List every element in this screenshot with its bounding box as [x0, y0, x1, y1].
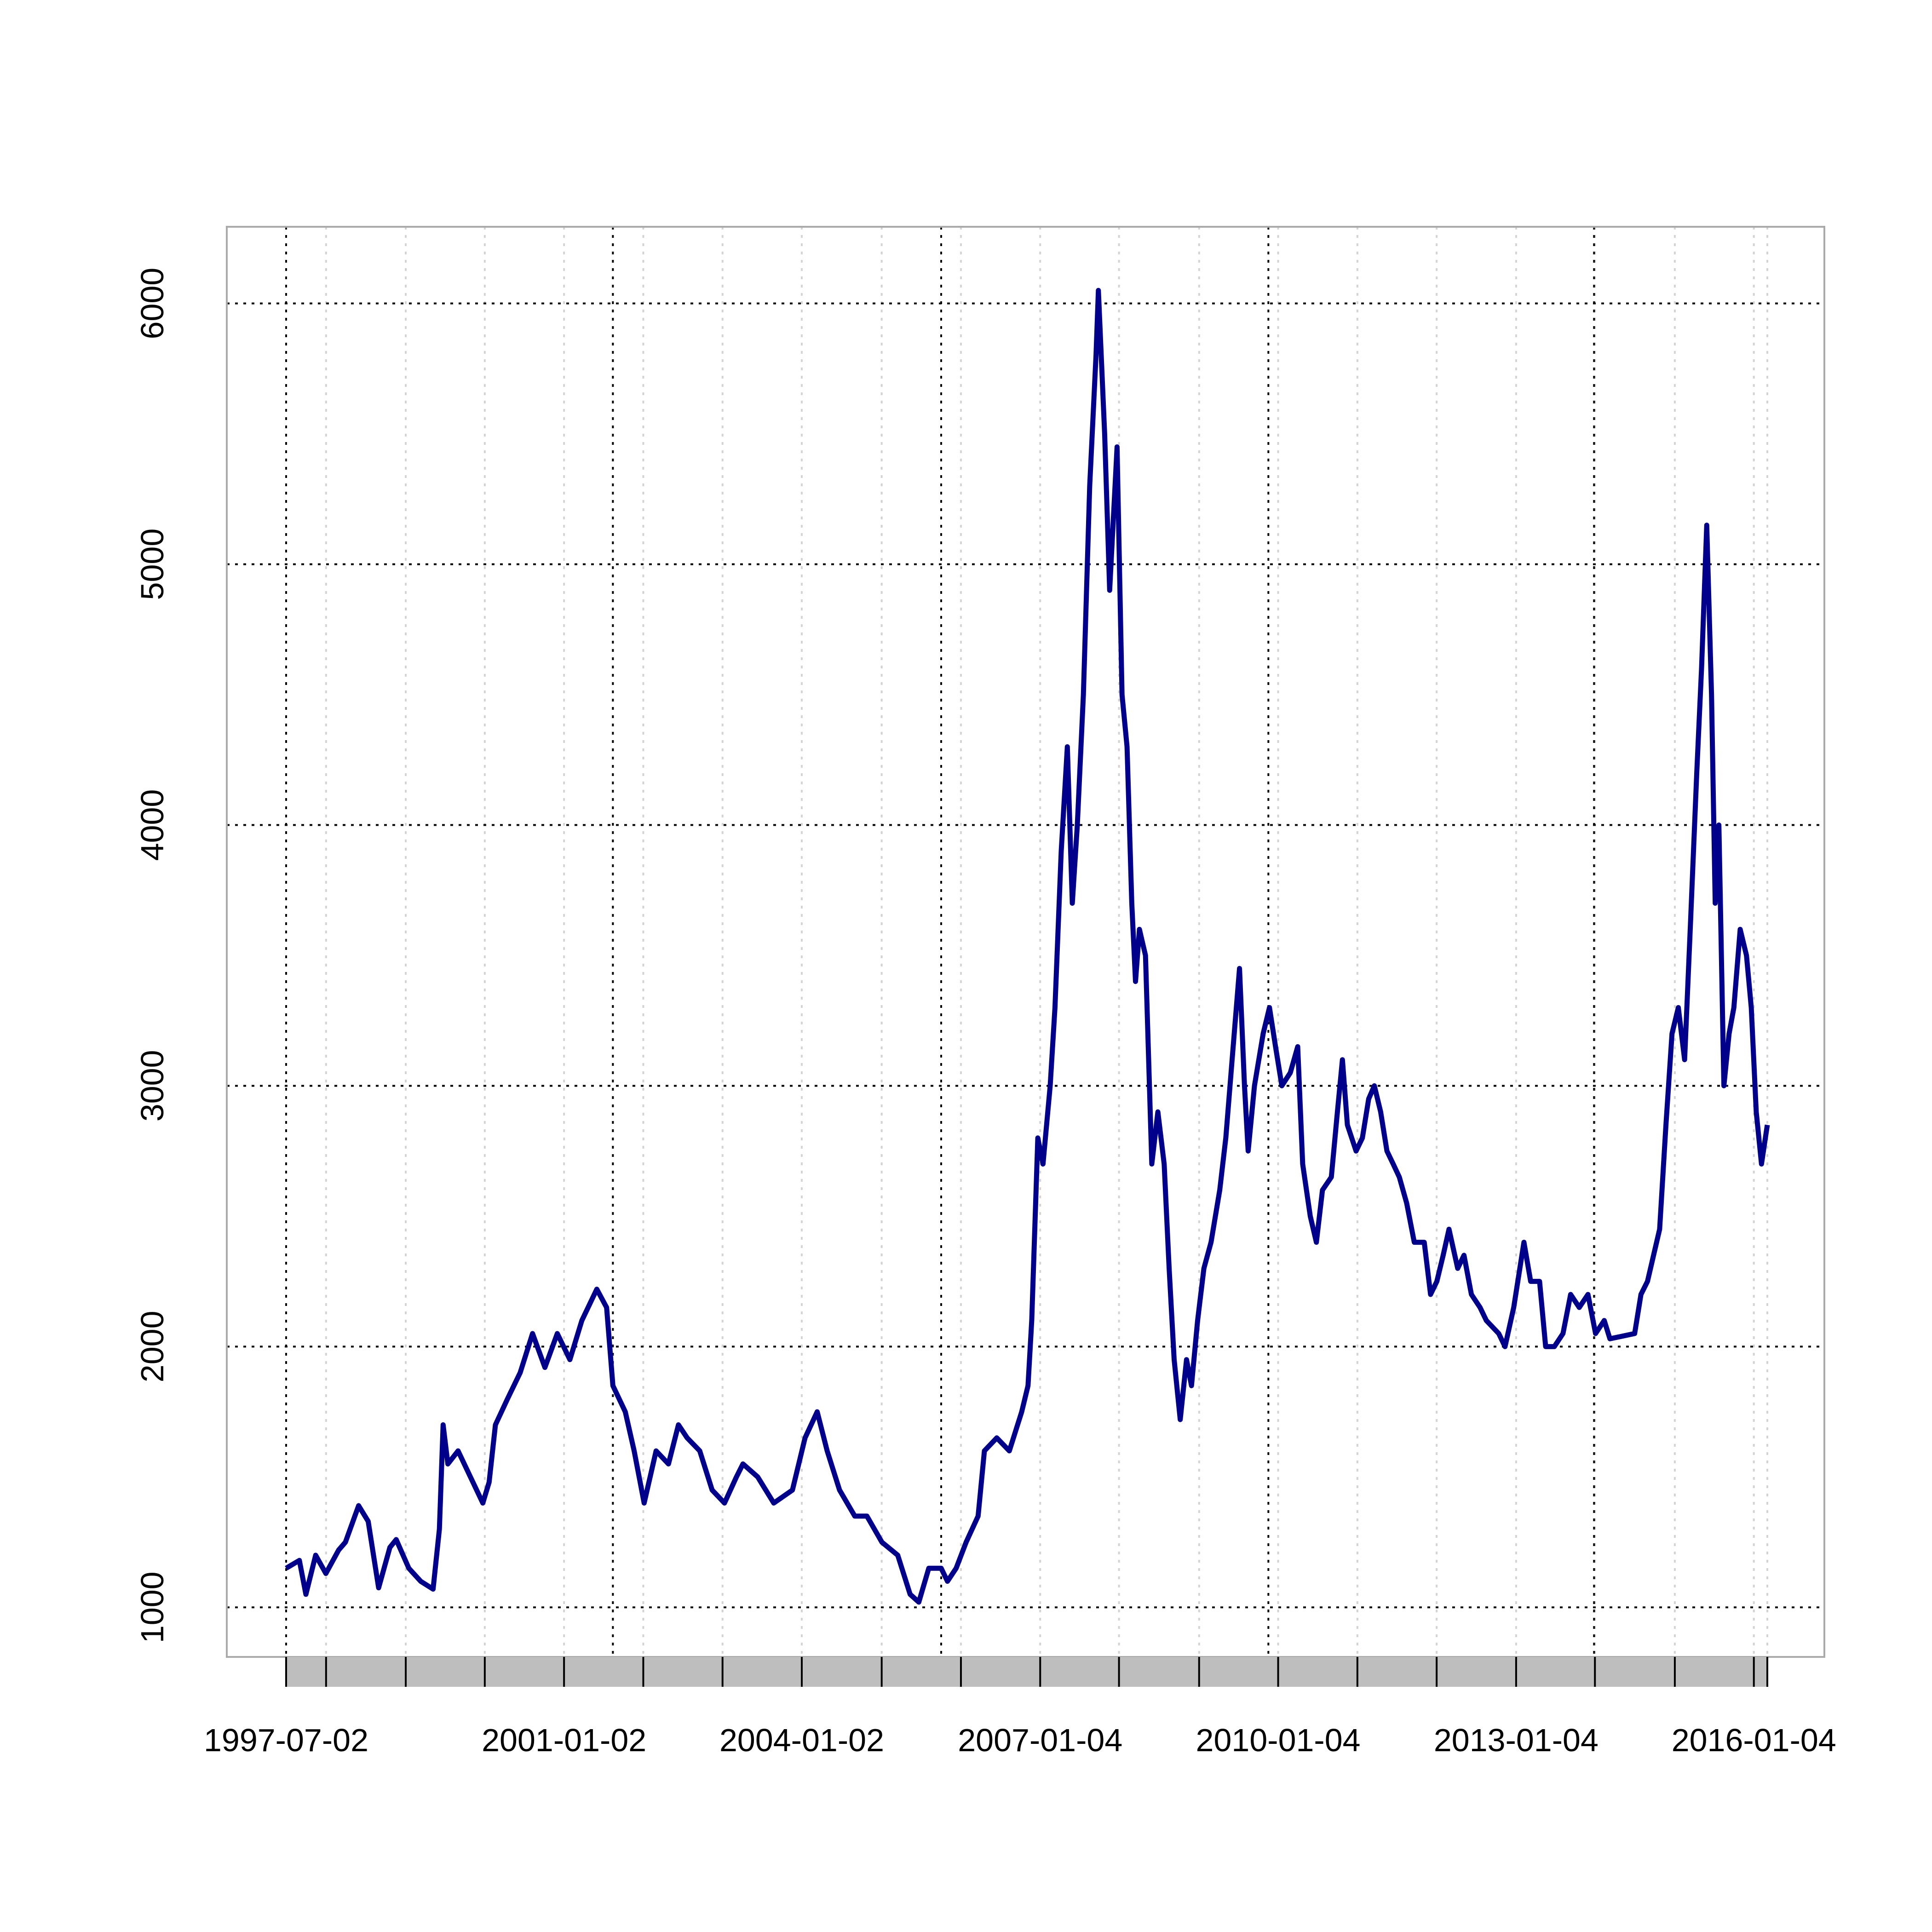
x-tick-label: 1997-07-02	[204, 1722, 368, 1758]
price-line	[285, 288, 1770, 1605]
y-tick-label: 5000	[134, 529, 170, 600]
y-tick-label: 6000	[134, 268, 170, 339]
x-tick-label: 2010-01-04	[1196, 1722, 1361, 1758]
x-tick-label: 2013-01-04	[1434, 1722, 1598, 1758]
x-tick-label: 2001-01-02	[482, 1722, 646, 1758]
y-tick-label: 3000	[134, 1050, 170, 1122]
axis-band	[286, 1657, 1767, 1687]
y-tick-label: 1000	[134, 1571, 170, 1643]
y-tick-label: 4000	[134, 789, 170, 861]
x-tick-label: 2016-01-04	[1672, 1722, 1836, 1758]
x-tick-label: 2004-01-02	[719, 1722, 884, 1758]
y-tick-label: 2000	[134, 1311, 170, 1382]
x-tick-label: 2007-01-04	[958, 1722, 1122, 1758]
